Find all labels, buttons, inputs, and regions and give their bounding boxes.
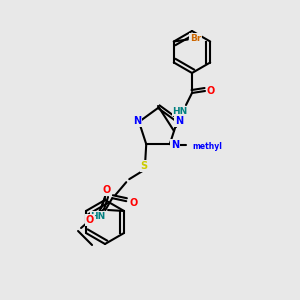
Text: O: O (103, 185, 111, 195)
Text: N: N (175, 116, 183, 126)
Text: HN: HN (91, 212, 106, 221)
Text: N: N (171, 140, 179, 150)
Text: methyl: methyl (193, 142, 223, 151)
Text: Br: Br (190, 34, 202, 43)
Text: HN: HN (172, 106, 188, 116)
Text: O: O (86, 215, 94, 225)
Text: O: O (207, 86, 215, 96)
Text: N: N (133, 116, 141, 126)
Text: S: S (141, 161, 148, 171)
Text: O: O (129, 198, 137, 208)
